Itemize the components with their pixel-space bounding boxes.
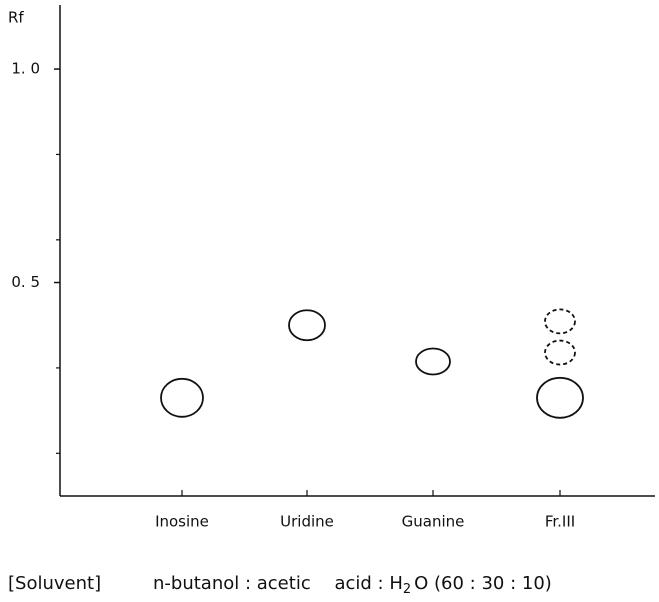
spot xyxy=(415,347,451,376)
y-tick-label: 1. 0 xyxy=(11,60,40,78)
x-tick-label: Fr.III xyxy=(545,513,575,531)
x-tick-label: Uridine xyxy=(280,513,334,531)
solvent-part: n-butanol : acetic xyxy=(153,573,311,594)
x-tick-label: Inosine xyxy=(155,513,209,531)
y-axis-label: Rf xyxy=(8,9,24,27)
solvent-text: n-butanol : acetic acid : H2 O (60 : 30 :… xyxy=(153,573,552,597)
spot xyxy=(288,309,326,342)
spot xyxy=(544,339,576,366)
spot xyxy=(544,308,576,335)
solvent-part: 2 xyxy=(403,582,411,597)
solvent-part: acid : H xyxy=(334,573,402,594)
spot xyxy=(536,376,584,419)
solvent-label: [Soluvent] xyxy=(8,573,101,594)
y-tick-label: 0. 5 xyxy=(11,273,40,291)
x-tick-label: Guanine xyxy=(402,513,465,531)
solvent-part: O (60 : 30 : 10) xyxy=(414,573,552,594)
spot xyxy=(160,377,204,418)
